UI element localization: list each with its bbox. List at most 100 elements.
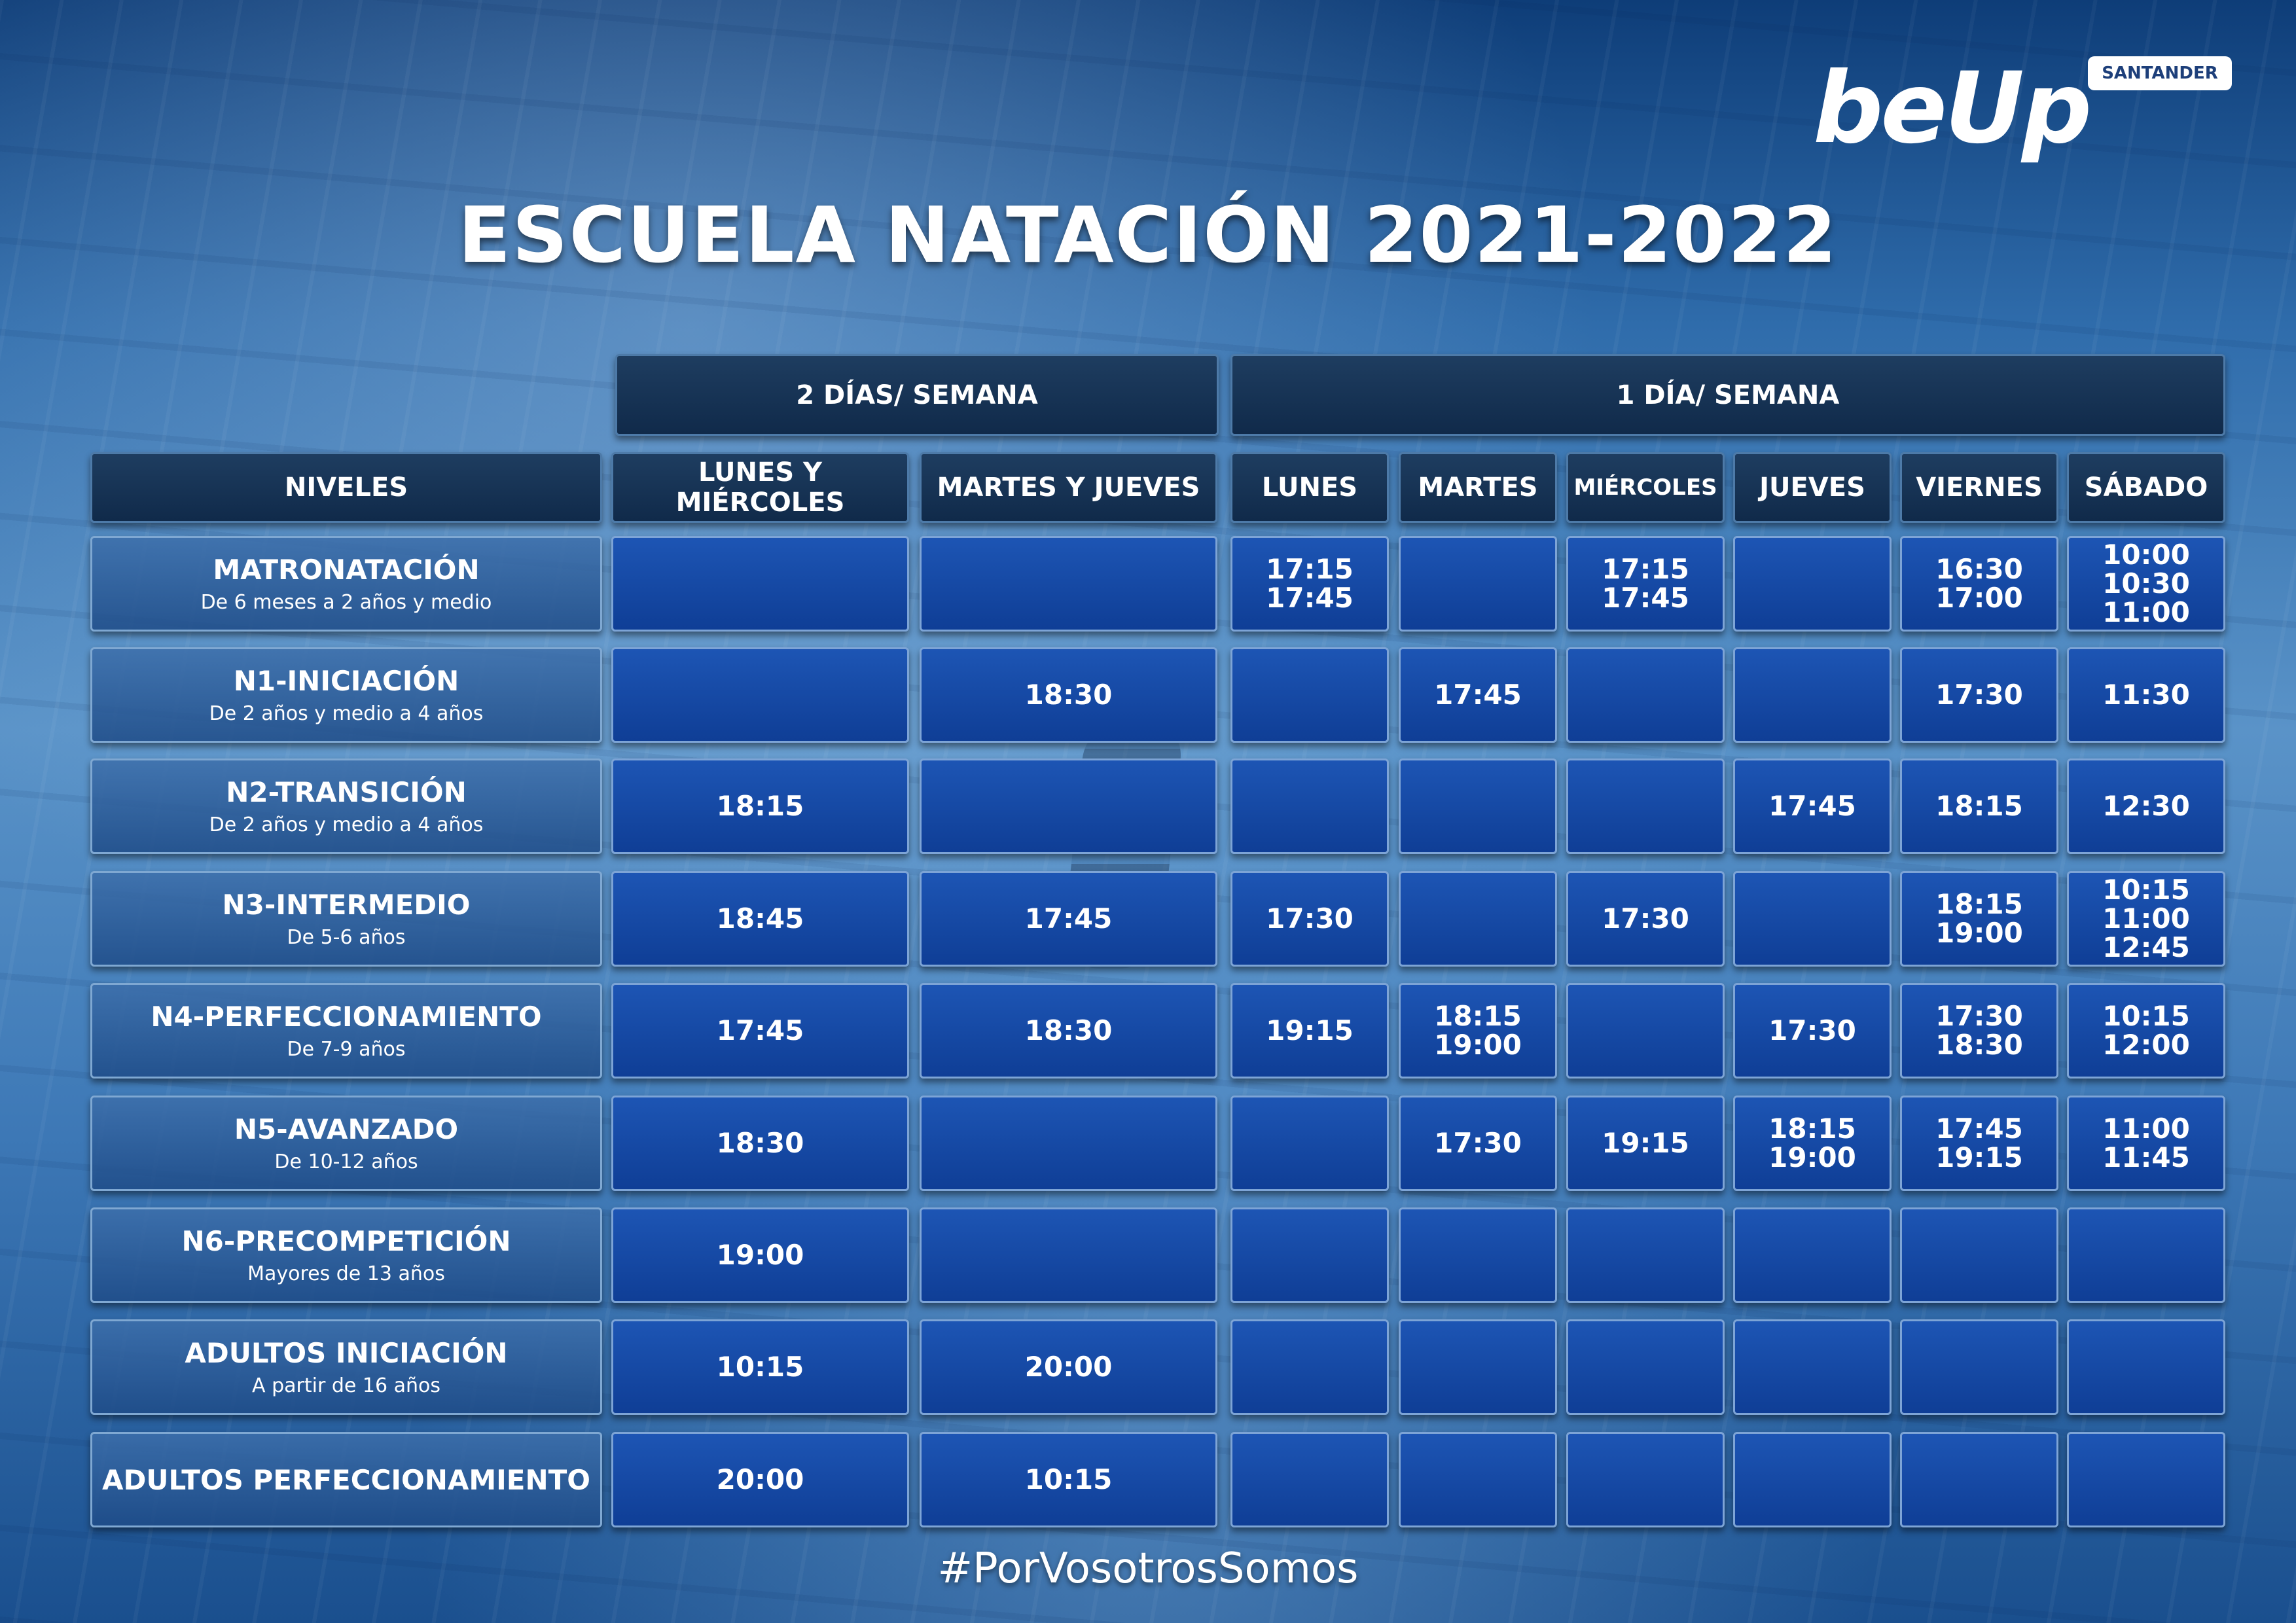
- class-time: 19:00: [716, 1239, 804, 1271]
- logo-badge: SANTANDER: [2088, 56, 2232, 90]
- schedule-cell: [920, 536, 1217, 632]
- class-time: 10:00: [2102, 539, 2190, 571]
- level-cell-n3-intermedio: N3-INTERMEDIO De 5-6 años: [90, 871, 602, 967]
- level-cell-n4-perfeccionamiento: N4-PERFECCIONAMIENTO De 7-9 años: [90, 983, 602, 1079]
- level-age-range: De 6 meses a 2 años y medio: [200, 591, 492, 614]
- schedule-cell: [1399, 871, 1557, 967]
- level-age-range: De 7-9 años: [287, 1038, 406, 1061]
- schedule-cell: 17:30: [1230, 871, 1389, 967]
- schedule-cell: 17:45: [611, 983, 909, 1079]
- level-name: N1-INICIACIÓN: [233, 665, 459, 697]
- schedule-cell: [1566, 1207, 1725, 1303]
- column-header-martes-y-jueves: MARTES Y JUEVES: [920, 452, 1217, 523]
- schedule-cell: 17:15 17:45: [1566, 536, 1725, 632]
- class-time: 17:30: [1768, 1014, 1856, 1046]
- schedule-cell: 10:15 11:00 12:45: [2067, 871, 2225, 967]
- schedule-cell: 18:30: [611, 1096, 909, 1191]
- schedule-cell: 19:15: [1566, 1096, 1725, 1191]
- column-header-miercoles: MIÉRCOLES: [1566, 452, 1725, 523]
- column-header-sabado: SÁBADO: [2067, 452, 2225, 523]
- schedule-cell: [2067, 1207, 2225, 1303]
- class-time: 18:30: [1024, 679, 1113, 711]
- schedule-cell: 19:00: [611, 1207, 909, 1303]
- class-time: 10:15: [716, 1351, 804, 1383]
- level-age-range: De 2 años y medio a 4 años: [209, 813, 484, 836]
- schedule-cell: [1399, 758, 1557, 854]
- class-time: 19:15: [1266, 1014, 1354, 1046]
- class-time: 18:30: [1024, 1014, 1113, 1046]
- schedule-cell: 10:15: [611, 1319, 909, 1415]
- class-time: 19:00: [1768, 1141, 1856, 1173]
- schedule-cell: 17:30: [1399, 1096, 1557, 1191]
- schedule-cell: [920, 1207, 1217, 1303]
- level-cell-adultos-perfeccionamiento: ADULTOS PERFECCIONAMIENTO: [90, 1432, 602, 1527]
- schedule-cell: [1399, 1319, 1557, 1415]
- schedule-cell: 18:15 19:00: [1900, 871, 2058, 967]
- schedule-cell: 10:15 12:00: [2067, 983, 2225, 1079]
- schedule-cell: [2067, 1432, 2225, 1527]
- schedule-cell: [1399, 1432, 1557, 1527]
- schedule-cell: [2067, 1319, 2225, 1415]
- level-age-range: A partir de 16 años: [252, 1374, 440, 1397]
- class-time: 16:30: [1935, 553, 2023, 585]
- class-time: 18:45: [716, 902, 804, 935]
- class-time: 17:45: [1768, 790, 1856, 822]
- class-time: 10:15: [2102, 874, 2190, 906]
- schedule-cell: 18:15 19:00: [1733, 1096, 1892, 1191]
- class-time: 19:15: [1602, 1127, 1689, 1159]
- schedule-cell: [1733, 536, 1892, 632]
- level-age-range: De 5-6 años: [287, 926, 406, 949]
- level-age-range: Mayores de 13 años: [247, 1262, 445, 1285]
- schedule-cell: [1900, 1432, 2058, 1527]
- class-time: 19:00: [1434, 1029, 1522, 1061]
- schedule-cell: 16:30 17:00: [1900, 536, 2058, 632]
- schedule-cell: [1230, 1319, 1389, 1415]
- level-cell-n6-precompeticion: N6-PRECOMPETICIÓN Mayores de 13 años: [90, 1207, 602, 1303]
- level-name: N6-PRECOMPETICIÓN: [181, 1225, 511, 1257]
- schedule-cell: [1566, 1432, 1725, 1527]
- class-time: 10:15: [2102, 1000, 2190, 1032]
- class-time: 20:00: [716, 1463, 804, 1495]
- schedule-cell: [920, 1096, 1217, 1191]
- schedule-cell: 10:15: [920, 1432, 1217, 1527]
- schedule-cell: [1230, 1432, 1389, 1527]
- level-age-range: De 2 años y medio a 4 años: [209, 702, 484, 725]
- schedule-cell: [1733, 871, 1892, 967]
- class-time: 10:15: [1024, 1463, 1113, 1495]
- schedule-cell: [611, 647, 909, 743]
- schedule-cell: [1566, 1319, 1725, 1415]
- class-time: 17:45: [1602, 582, 1689, 614]
- schedule-cell: 18:15: [611, 758, 909, 854]
- level-name: N4-PERFECCIONAMIENTO: [151, 1001, 542, 1033]
- schedule-cell: 18:15: [1900, 758, 2058, 854]
- class-time: 19:15: [1935, 1141, 2023, 1173]
- class-time: 17:45: [1434, 679, 1522, 711]
- level-age-range: De 10-12 años: [274, 1150, 418, 1173]
- schedule-cell: [1566, 758, 1725, 854]
- class-time: 11:00: [2102, 1113, 2190, 1145]
- class-time: 18:30: [1935, 1029, 2023, 1061]
- class-time: 12:45: [2102, 931, 2190, 963]
- level-cell-n2-transicion: N2-TRANSICIÓN De 2 años y medio a 4 años: [90, 758, 602, 854]
- schedule-cell: 17:15 17:45: [1230, 536, 1389, 632]
- schedule-cell: [1566, 647, 1725, 743]
- class-time: 18:15: [1935, 888, 2023, 920]
- schedule-cell: [611, 536, 909, 632]
- hashtag: #PorVosotrosSomos: [937, 1544, 1359, 1593]
- class-time: 18:30: [716, 1127, 804, 1159]
- schedule-cell: [920, 758, 1217, 854]
- level-cell-matronatacion: MATRONATACIÓN De 6 meses a 2 años y medio: [90, 536, 602, 632]
- level-name: ADULTOS INICIACIÓN: [185, 1337, 508, 1369]
- schedule-cell: 17:45: [1399, 647, 1557, 743]
- class-time: 12:30: [2102, 790, 2190, 822]
- class-time: 11:00: [2102, 596, 2190, 628]
- level-name: ADULTOS PERFECCIONAMIENTO: [102, 1463, 590, 1496]
- schedule-cell: [1733, 647, 1892, 743]
- class-time: 10:30: [2102, 567, 2190, 599]
- schedule-cell: [1230, 1207, 1389, 1303]
- class-time: 18:15: [1768, 1113, 1856, 1145]
- schedule-cell: 18:30: [920, 983, 1217, 1079]
- level-cell-n5-avanzado: N5-AVANZADO De 10-12 años: [90, 1096, 602, 1191]
- class-time: 17:45: [1266, 582, 1354, 614]
- schedule-cell: 18:15 19:00: [1399, 983, 1557, 1079]
